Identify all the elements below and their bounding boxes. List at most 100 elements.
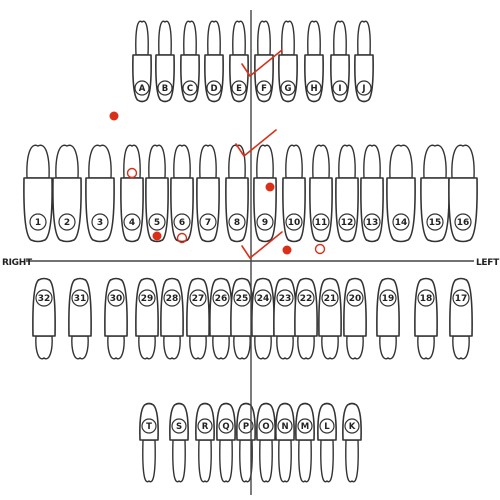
tooth-crown	[448, 177, 478, 243]
tooth-R[interactable]: R	[195, 402, 215, 483]
mark-check-E-F	[241, 49, 283, 77]
tooth-2[interactable]: 2	[52, 144, 82, 243]
tooth-32[interactable]: 32	[32, 277, 56, 360]
tooth-number-circle	[91, 213, 109, 231]
tooth-G[interactable]: G	[278, 20, 298, 103]
tooth-number-circle	[332, 80, 348, 96]
tooth-H[interactable]: H	[304, 20, 324, 103]
tooth-label: D	[210, 84, 217, 94]
tooth-L[interactable]: L	[317, 402, 337, 483]
tooth-number-circle	[228, 213, 246, 231]
tooth-25[interactable]: 25	[230, 277, 254, 360]
tooth-label: 3	[97, 218, 103, 228]
tooth-5[interactable]: 5	[145, 144, 169, 243]
tooth-crown	[251, 277, 275, 337]
tooth-10[interactable]: 10	[282, 144, 306, 243]
tooth-B[interactable]: B	[155, 20, 175, 103]
tooth-root	[163, 335, 181, 360]
tooth-label: O	[262, 422, 269, 432]
tooth-31[interactable]: 31	[68, 277, 92, 360]
tooth-15[interactable]: 15	[420, 144, 450, 243]
tooth-root	[338, 144, 356, 179]
tooth-label: 31	[74, 294, 87, 304]
tooth-24[interactable]: 24	[251, 277, 275, 360]
tooth-number-circle	[344, 418, 360, 434]
tooth-J[interactable]: J	[354, 20, 374, 103]
tooth-13[interactable]: 13	[360, 144, 384, 243]
tooth-label: 30	[110, 294, 123, 304]
tooth-label: T	[146, 422, 152, 432]
tooth-number-circle	[338, 213, 356, 231]
tooth-crown	[294, 277, 318, 337]
tooth-26[interactable]: 26	[209, 277, 233, 360]
tooth-N[interactable]: N	[275, 402, 295, 483]
tooth-root	[219, 439, 233, 483]
tooth-9[interactable]: 9	[253, 144, 277, 243]
tooth-number-circle	[29, 213, 47, 231]
tooth-label: P	[243, 422, 249, 432]
tooth-crown	[376, 277, 400, 337]
tooth-P[interactable]: P	[236, 402, 256, 483]
tooth-K[interactable]: K	[342, 402, 362, 483]
tooth-M[interactable]: M	[295, 402, 315, 483]
tooth-30[interactable]: 30	[104, 277, 128, 360]
tooth-label: 4	[129, 218, 135, 228]
tooth-number-circle	[256, 213, 274, 231]
tooth-4[interactable]: 4	[120, 144, 144, 243]
tooth-6[interactable]: 6	[170, 144, 194, 243]
tooth-number-circle	[71, 289, 89, 307]
tooth-F[interactable]: F	[254, 20, 274, 103]
tooth-S[interactable]: S	[169, 402, 189, 483]
tooth-27[interactable]: 27	[186, 277, 210, 360]
tooth-crown	[420, 177, 450, 243]
tooth-number-circle	[319, 418, 335, 434]
tooth-root	[423, 144, 447, 179]
tooth-number-circle	[256, 80, 272, 96]
tooth-29[interactable]: 29	[135, 277, 159, 360]
tooth-21[interactable]: 21	[318, 277, 342, 360]
tooth-E[interactable]: E	[229, 20, 249, 103]
tooth-8[interactable]: 8	[225, 144, 249, 243]
tooth-label: J	[361, 84, 365, 94]
tooth-root	[142, 439, 156, 483]
tooth-22[interactable]: 22	[294, 277, 318, 360]
tooth-root	[320, 439, 334, 483]
tooth-O[interactable]: O	[256, 402, 276, 483]
tooth-number-circle	[35, 289, 53, 307]
tooth-label: M	[301, 422, 309, 432]
tooth-16[interactable]: 16	[448, 144, 478, 243]
tooth-root	[158, 20, 172, 56]
tooth-number-circle	[254, 289, 272, 307]
tooth-20[interactable]: 20	[343, 277, 367, 360]
tooth-crown	[196, 177, 220, 243]
tooth-C[interactable]: C	[180, 20, 200, 103]
tooth-17[interactable]: 17	[449, 277, 473, 360]
tooth-crown	[414, 277, 438, 337]
tooth-12[interactable]: 12	[335, 144, 359, 243]
tooth-number-circle	[379, 289, 397, 307]
tooth-19[interactable]: 19	[376, 277, 400, 360]
tooth-root	[254, 335, 272, 360]
tooth-T[interactable]: T	[139, 402, 159, 483]
tooth-Q[interactable]: Q	[216, 402, 236, 483]
tooth-A[interactable]: A	[132, 20, 152, 103]
tooth-7[interactable]: 7	[196, 144, 220, 243]
tooth-1[interactable]: 1	[23, 144, 53, 243]
tooth-number-circle	[426, 213, 444, 231]
tooth-root	[257, 20, 271, 56]
tooth-label: 8	[234, 218, 240, 228]
tooth-root	[35, 335, 53, 360]
tooth-label: H	[310, 84, 317, 94]
tooth-28[interactable]: 28	[160, 277, 184, 360]
tooth-root	[298, 439, 312, 483]
tooth-D[interactable]: D	[204, 20, 224, 103]
tooth-3[interactable]: 3	[85, 144, 115, 243]
tooth-root	[333, 20, 347, 56]
tooth-23[interactable]: 23	[273, 277, 297, 360]
tooth-18[interactable]: 18	[414, 277, 438, 360]
tooth-14[interactable]: 14	[386, 144, 416, 243]
tooth-11[interactable]: 11	[309, 144, 333, 243]
tooth-I[interactable]: I	[330, 20, 350, 103]
tooth-root	[173, 144, 191, 179]
tooth-crown	[135, 277, 159, 337]
